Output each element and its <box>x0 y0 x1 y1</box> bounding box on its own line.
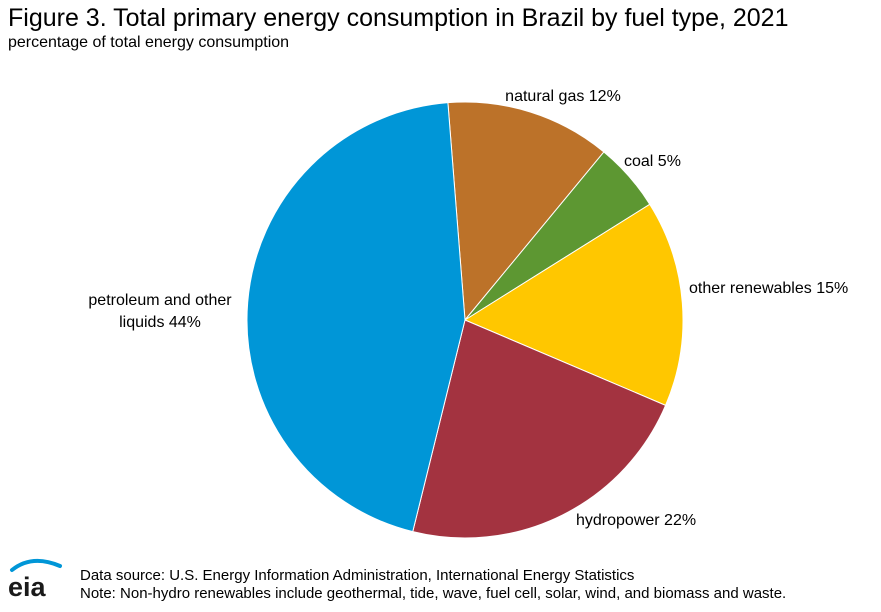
pie-slice-petroleum-and-other-liquids <box>246 102 466 533</box>
chart-title: Figure 3. Total primary energy consumpti… <box>8 4 789 32</box>
data-source-text: Data source: U.S. Energy Information Adm… <box>80 567 635 584</box>
note-text: Note: Non-hydro renewables include geoth… <box>80 585 787 602</box>
pie-slice-natural-gas <box>447 101 605 322</box>
pie-slice-hydropower <box>412 319 667 539</box>
slice-label-petroleum-and-other-liquids: petroleum and other liquids 44% <box>88 292 232 331</box>
pie-slice-other-renewables <box>463 203 684 407</box>
eia-logo: eia <box>8 558 62 602</box>
chart-subtitle: percentage of total energy consumption <box>8 34 290 51</box>
slice-label-coal: coal 5% <box>624 153 681 170</box>
slice-label-hydropower: hydropower 22% <box>576 512 696 529</box>
logo-text: eia <box>8 572 47 602</box>
slice-label-other-renewables: other renewables 15% <box>689 280 848 297</box>
footer: Data source: U.S. Energy Information Adm… <box>80 567 786 603</box>
slice-label-natural-gas: natural gas 12% <box>505 88 621 105</box>
